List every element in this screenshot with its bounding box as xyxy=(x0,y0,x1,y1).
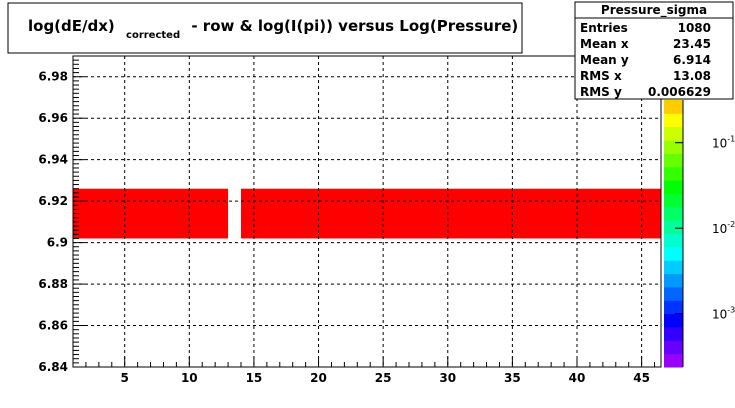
stats-row-label: Mean x xyxy=(580,37,629,51)
palette-swatch xyxy=(664,246,683,261)
palette-swatch xyxy=(664,180,683,194)
stats-row-label: Entries xyxy=(580,21,628,35)
stats-title: Pressure_sigma xyxy=(601,3,707,18)
x-tick-label: 45 xyxy=(633,371,650,385)
title-part-subscript: corrected xyxy=(126,30,180,41)
palette-label: 10-3 xyxy=(712,306,735,322)
plot-frame xyxy=(72,55,662,368)
stats-row-label: Mean y xyxy=(580,53,629,67)
y-tick-label: 6.86 xyxy=(38,319,68,333)
x-tick-label: 10 xyxy=(181,371,198,385)
stats-row-value: 6.914 xyxy=(673,53,711,67)
axes: 5 10 15 20 25 30 35 40 45 6.84 6.86 6.88 6.9 6.92 6.94… xyxy=(38,55,662,385)
palette-swatch xyxy=(664,220,683,234)
heatmap-cells xyxy=(73,188,661,239)
stats-row-label: RMS y xyxy=(580,85,622,99)
y-tick-label: 6.92 xyxy=(38,194,68,208)
palette-swatch xyxy=(664,153,683,168)
palette-swatch xyxy=(664,300,683,315)
palette-swatch xyxy=(664,353,683,368)
heatmap-cell-2 xyxy=(241,188,661,239)
title-frame xyxy=(7,2,523,54)
palette-swatch xyxy=(664,326,683,341)
x-tick-label: 25 xyxy=(375,371,392,385)
palette-swatch xyxy=(664,126,683,141)
y-tick-label: 6.94 xyxy=(38,153,68,167)
stats-row-value: 1080 xyxy=(678,21,711,35)
palette-swatch xyxy=(664,113,683,128)
stats-box: Pressure_sigma Entries 1080 Mean x 23.45 Mea… xyxy=(574,1,734,100)
title-part-rest: - row & log(I(pi)) versus Log(Pressure) xyxy=(191,17,518,35)
palette-swatch xyxy=(664,140,683,154)
x-tick-label: 15 xyxy=(246,371,263,385)
y-tick-label: 6.88 xyxy=(38,277,68,291)
palette-swatch xyxy=(664,100,683,114)
x-tick-label: 40 xyxy=(569,371,586,385)
x-tick-label: 20 xyxy=(310,371,327,385)
palette-swatch xyxy=(664,286,683,301)
color-palette: 10-1 10-2 10-3 xyxy=(664,100,735,368)
title-box: log(dE/dx) corrected - row & log(I(pi)) … xyxy=(7,2,523,54)
heatmap-cell-1 xyxy=(73,188,229,239)
stats-row-label: RMS x xyxy=(580,69,622,83)
palette-swatch xyxy=(664,313,683,328)
y-tick-label: 6.84 xyxy=(38,360,68,374)
stats-row-value: 13.08 xyxy=(673,69,711,83)
x-tick-label: 30 xyxy=(439,371,456,385)
palette-label: 10-2 xyxy=(712,220,735,236)
y-tick-label: 6.98 xyxy=(38,70,68,84)
stats-row-value: 0.006629 xyxy=(648,85,711,99)
palette-swatch xyxy=(664,260,683,275)
x-tick-label: 5 xyxy=(121,371,129,385)
stats-row-value: 23.45 xyxy=(673,37,711,51)
y-tick-label: 6.96 xyxy=(38,111,68,125)
palette-swatch xyxy=(664,233,683,248)
palette-swatch xyxy=(664,206,683,221)
y-tick-label: 6.9 xyxy=(47,236,68,250)
title-part-main: log(dE/dx) xyxy=(28,17,115,35)
palette-swatch xyxy=(664,340,683,355)
palette-swatch xyxy=(664,166,683,181)
palette-label: 10-1 xyxy=(712,135,735,151)
palette-swatch xyxy=(664,193,683,208)
x-tick-label: 35 xyxy=(504,371,521,385)
chart-title: log(dE/dx) corrected - row & log(I(pi)) … xyxy=(28,17,518,42)
palette-swatch xyxy=(664,273,683,288)
